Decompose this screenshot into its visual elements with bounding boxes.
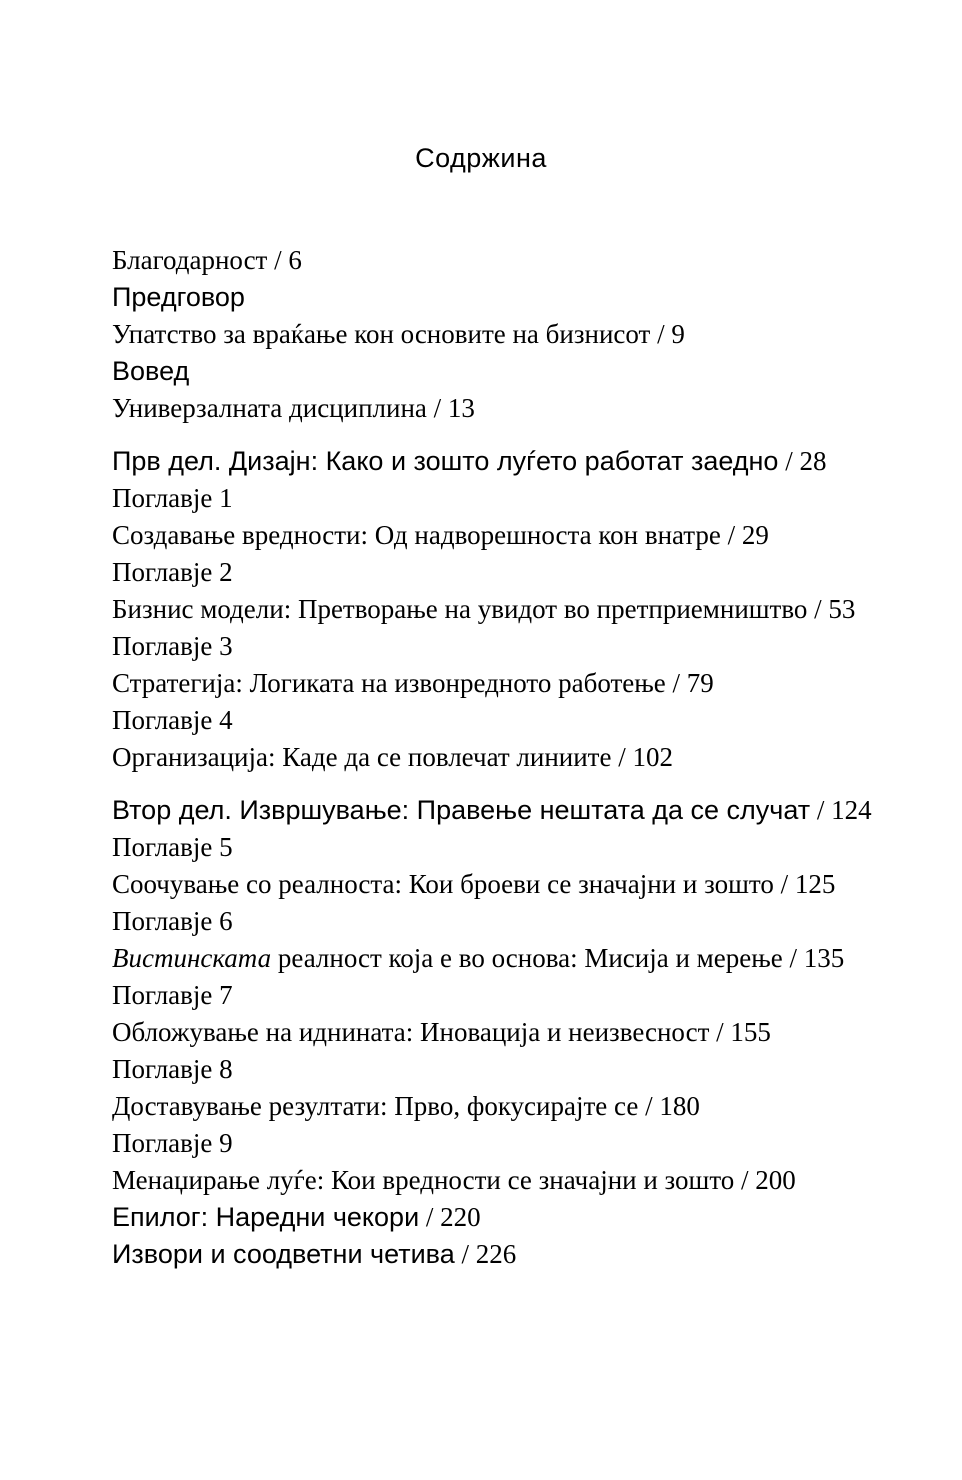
toc-entry: Поглавје 3 bbox=[112, 628, 872, 665]
toc-entry-page-number: / 226 bbox=[454, 1239, 517, 1269]
toc-entry-label: Универзалната дисциплина bbox=[112, 393, 427, 423]
toc-entry: Универзалната дисциплина / 13 bbox=[112, 390, 872, 427]
toc-entry-label: Поглавје 8 bbox=[112, 1054, 233, 1084]
toc-entry: Поглавје 6 bbox=[112, 903, 872, 940]
toc-entry-label: Поглавје 5 bbox=[112, 832, 233, 862]
toc-entry-label: Предговор bbox=[112, 282, 245, 312]
toc-entry: Поглавје 8 bbox=[112, 1051, 872, 1088]
toc-entry-label: Поглавје 7 bbox=[112, 980, 233, 1010]
toc-entry-page-number: / 155 bbox=[709, 1017, 771, 1047]
toc-entry-label: Доставување резултати: Прво, фокусирајте… bbox=[112, 1091, 639, 1121]
toc-entry-label: Поглавје 4 bbox=[112, 705, 233, 735]
toc-entry: Поглавје 4 bbox=[112, 702, 872, 739]
toc-entry: Предговор bbox=[112, 279, 872, 316]
toc-entry-label: Менаџирање луѓе: Кои вредности се значај… bbox=[112, 1165, 735, 1195]
toc-entry-page-number: / 9 bbox=[650, 319, 685, 349]
toc-entry-label: Прв дел. Дизајн: Како и зошто луѓето раб… bbox=[112, 446, 779, 476]
toc-entry-page-number: / 200 bbox=[734, 1165, 796, 1195]
page-title: Содржина bbox=[415, 143, 547, 173]
table-of-contents: Благодарност / 6 Предговор Упатство за вра… bbox=[112, 242, 872, 1273]
toc-entry: Доставување резултати: Прво, фокусирајте… bbox=[112, 1088, 872, 1125]
toc-entry: Поглавје 7 bbox=[112, 977, 872, 1014]
toc-entry: Вистинската реалност која е во основа: М… bbox=[112, 940, 872, 977]
toc-entry-label: Епилог: Наредни чекори bbox=[112, 1202, 420, 1232]
toc-entry-page-number: / 220 bbox=[419, 1202, 481, 1232]
toc-entry-italic-lead: Вистинската bbox=[112, 943, 272, 973]
toc-entry-page-number: / 180 bbox=[638, 1091, 700, 1121]
toc-entry: Обложување на иднината: Иновација и неиз… bbox=[112, 1014, 872, 1051]
toc-entry: Соочување со реалноста: Кои броеви се зн… bbox=[112, 866, 872, 903]
toc-entry: Организација: Каде да се повлечат линиит… bbox=[112, 739, 872, 776]
toc-entry-label: Вовед bbox=[112, 356, 190, 386]
toc-entry: Упатство за враќање кон основите на бизн… bbox=[112, 316, 872, 353]
toc-entry: Поглавје 2 bbox=[112, 554, 872, 591]
toc-entry-page-number: / 6 bbox=[267, 245, 302, 275]
toc-entry: Поглавје 1 bbox=[112, 480, 872, 517]
toc-entry-label: Поглавје 9 bbox=[112, 1128, 233, 1158]
toc-entry-label: реалност која е во основа: Мисија и мере… bbox=[271, 943, 783, 973]
toc-entry-label: Обложување на иднината: Иновација и неиз… bbox=[112, 1017, 710, 1047]
toc-entry: Вовед bbox=[112, 353, 872, 390]
toc-entry-label: Упатство за враќање кон основите на бизн… bbox=[112, 319, 651, 349]
toc-entry-page-number: / 29 bbox=[720, 520, 769, 550]
toc-entry: Стратегија: Логиката на извонредното раб… bbox=[112, 665, 872, 702]
toc-entry-label: Создавање вредности: Од надворешноста ко… bbox=[112, 520, 721, 550]
toc-entry: Епилог: Наредни чекори / 220 bbox=[112, 1199, 872, 1236]
toc-entry-label: Извори и соодветни четива bbox=[112, 1239, 455, 1269]
toc-entry-page-number: / 125 bbox=[773, 869, 836, 899]
toc-entry-page-number: / 13 bbox=[426, 393, 475, 423]
toc-entry-label: Поглавје 1 bbox=[112, 483, 233, 513]
toc-entry-label: Бизнис модели: Претворање на увидот во п… bbox=[112, 594, 808, 624]
toc-entry-page-number: / 53 bbox=[807, 594, 856, 624]
toc-entry: Поглавје 5 bbox=[112, 829, 872, 866]
toc-entry: Извори и соодветни четива / 226 bbox=[112, 1236, 872, 1273]
toc-entry-label: Благодарност bbox=[112, 245, 268, 275]
toc-entry-label: Поглавје 3 bbox=[112, 631, 233, 661]
toc-entry-label: Поглавје 6 bbox=[112, 906, 233, 936]
toc-entry-label: Втор дел. Извршување: Правење нештата да… bbox=[112, 795, 811, 825]
toc-entry-page-number: / 28 bbox=[778, 446, 827, 476]
toc-entry: Бизнис модели: Претворање на увидот во п… bbox=[112, 591, 872, 628]
toc-entry: Благодарност / 6 bbox=[112, 242, 872, 279]
toc-entry-label: Поглавје 2 bbox=[112, 557, 233, 587]
toc-entry: Прв дел. Дизајн: Како и зошто луѓето раб… bbox=[112, 443, 872, 480]
toc-entry: Поглавје 9 bbox=[112, 1125, 872, 1162]
toc-entry: Менаџирање луѓе: Кои вредности се значај… bbox=[112, 1162, 872, 1199]
toc-entry-label: Соочување со реалноста: Кои броеви се зн… bbox=[112, 869, 774, 899]
toc-entry-label: Стратегија: Логиката на извонредното раб… bbox=[112, 668, 666, 698]
toc-entry: Втор дел. Извршување: Правење нештата да… bbox=[112, 792, 872, 829]
toc-entry-page-number: / 135 bbox=[782, 943, 845, 973]
toc-entry-label: Организација: Каде да се повлечат линиит… bbox=[112, 742, 612, 772]
toc-entry-page-number: / 79 bbox=[665, 668, 714, 698]
toc-entry-page-number: / 124 bbox=[810, 795, 872, 825]
toc-entry: Создавање вредности: Од надворешноста ко… bbox=[112, 517, 872, 554]
toc-entry-page-number: / 102 bbox=[611, 742, 673, 772]
